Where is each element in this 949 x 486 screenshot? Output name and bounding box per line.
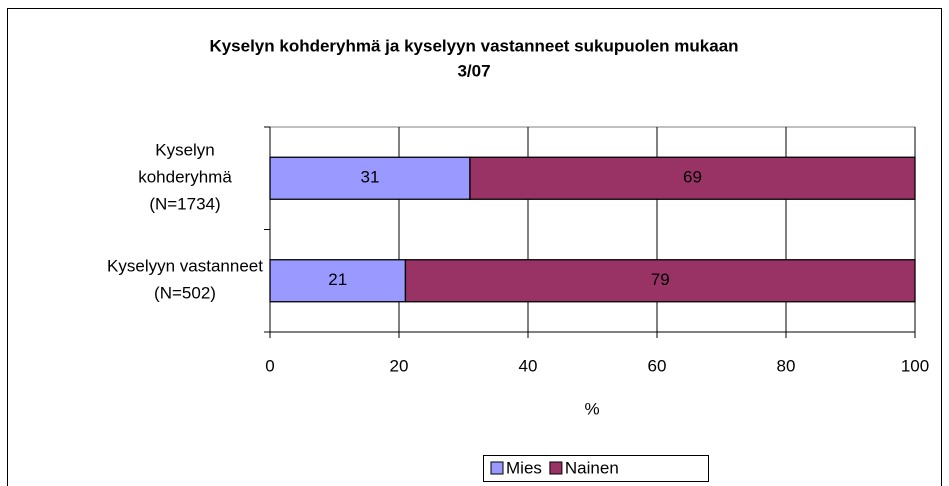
bar [469,156,916,200]
legend-swatch [549,461,563,475]
chart-title: Kyselyn kohderyhmä ja kyselyyn vastannee… [209,36,738,55]
y-tick-label: (N=1734) [149,195,220,214]
chart-title: 3/07 [457,61,490,80]
x-tick-label: 40 [519,356,538,375]
y-tick-label: Kyselyn [155,141,215,160]
x-tick-label: 0 [265,356,274,375]
bar [269,259,407,303]
data-label: 79 [651,270,670,289]
y-tick-label: Kyselyyn vastanneet [107,257,263,276]
data-label: 31 [361,168,380,187]
bar [404,259,916,303]
data-label: 69 [683,168,702,187]
x-tick-label: 100 [901,356,929,375]
data-label: 21 [328,270,347,289]
x-tick-label: 80 [777,356,796,375]
legend-swatch [490,461,504,475]
x-tick-label: 20 [390,356,409,375]
x-axis-label: % [584,399,599,418]
y-tick-label: kohderyhmä [138,168,232,187]
y-tick-label: (N=502) [154,284,216,303]
legend-label: Mies [506,458,542,477]
legend [483,455,709,482]
x-tick-label: 60 [648,356,667,375]
legend-label: Nainen [565,458,619,477]
